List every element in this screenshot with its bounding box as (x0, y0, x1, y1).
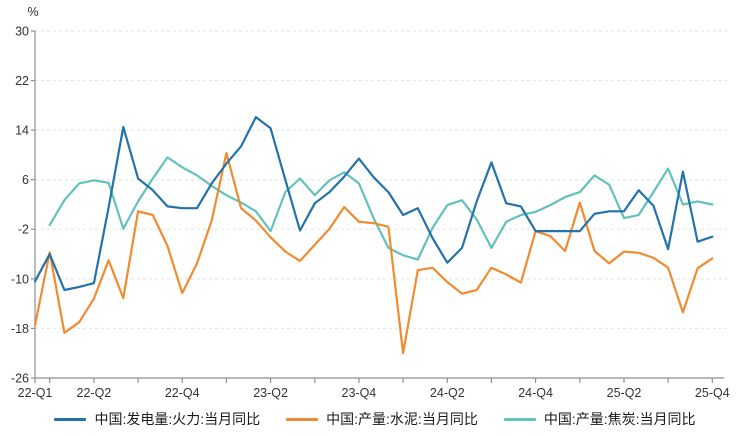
legend-label: 中国:发电量:火力:当月同比 (94, 411, 261, 427)
y-tick-label: -26 (11, 371, 29, 385)
legend-label: 中国:产量:水泥:当月同比 (326, 411, 478, 427)
x-tick-label: 24-Q2 (430, 386, 465, 400)
series-line-0 (33, 115, 714, 292)
y-tick-label: 14 (15, 124, 29, 138)
y-tick-label: -10 (11, 272, 29, 286)
legend-swatch-icon (54, 417, 87, 421)
x-tick-label: 22-Q1 (18, 386, 53, 400)
y-tick-label: 6 (22, 173, 29, 187)
x-tick-label: 24-Q4 (518, 386, 553, 400)
x-tick-label: 25-Q4 (695, 386, 730, 400)
y-tick-label: -18 (11, 322, 29, 336)
series-line-1 (33, 152, 714, 355)
chart-legend: 中国:发电量:火力:当月同比 中国:产量:水泥:当月同比 中国:产量:焦炭:当月同比 (0, 406, 750, 432)
legend-label: 中国:产量:焦炭:当月同比 (543, 411, 696, 427)
legend-entry-1: 中国:产量:水泥:当月同比 (286, 409, 478, 429)
y-tick-label: 22 (15, 74, 29, 88)
y-tick-label: 30 (15, 24, 29, 38)
legend-entry-2: 中国:产量:焦炭:当月同比 (503, 409, 696, 429)
x-tick-label: 22-Q2 (77, 386, 112, 400)
x-tick-label: 22-Q4 (165, 386, 200, 400)
legend-swatch-icon (286, 417, 319, 421)
legend-swatch-icon (503, 417, 536, 421)
y-tick-label: -2 (18, 223, 29, 237)
x-tick-label: 25-Q2 (607, 386, 642, 400)
x-tick-label: 23-Q2 (253, 386, 288, 400)
y-axis-unit-label: % (27, 5, 38, 19)
series-line-2 (48, 156, 714, 261)
x-tick-label: 23-Q4 (342, 386, 377, 400)
legend-entry-0: 中国:发电量:火力:当月同比 (54, 409, 260, 429)
